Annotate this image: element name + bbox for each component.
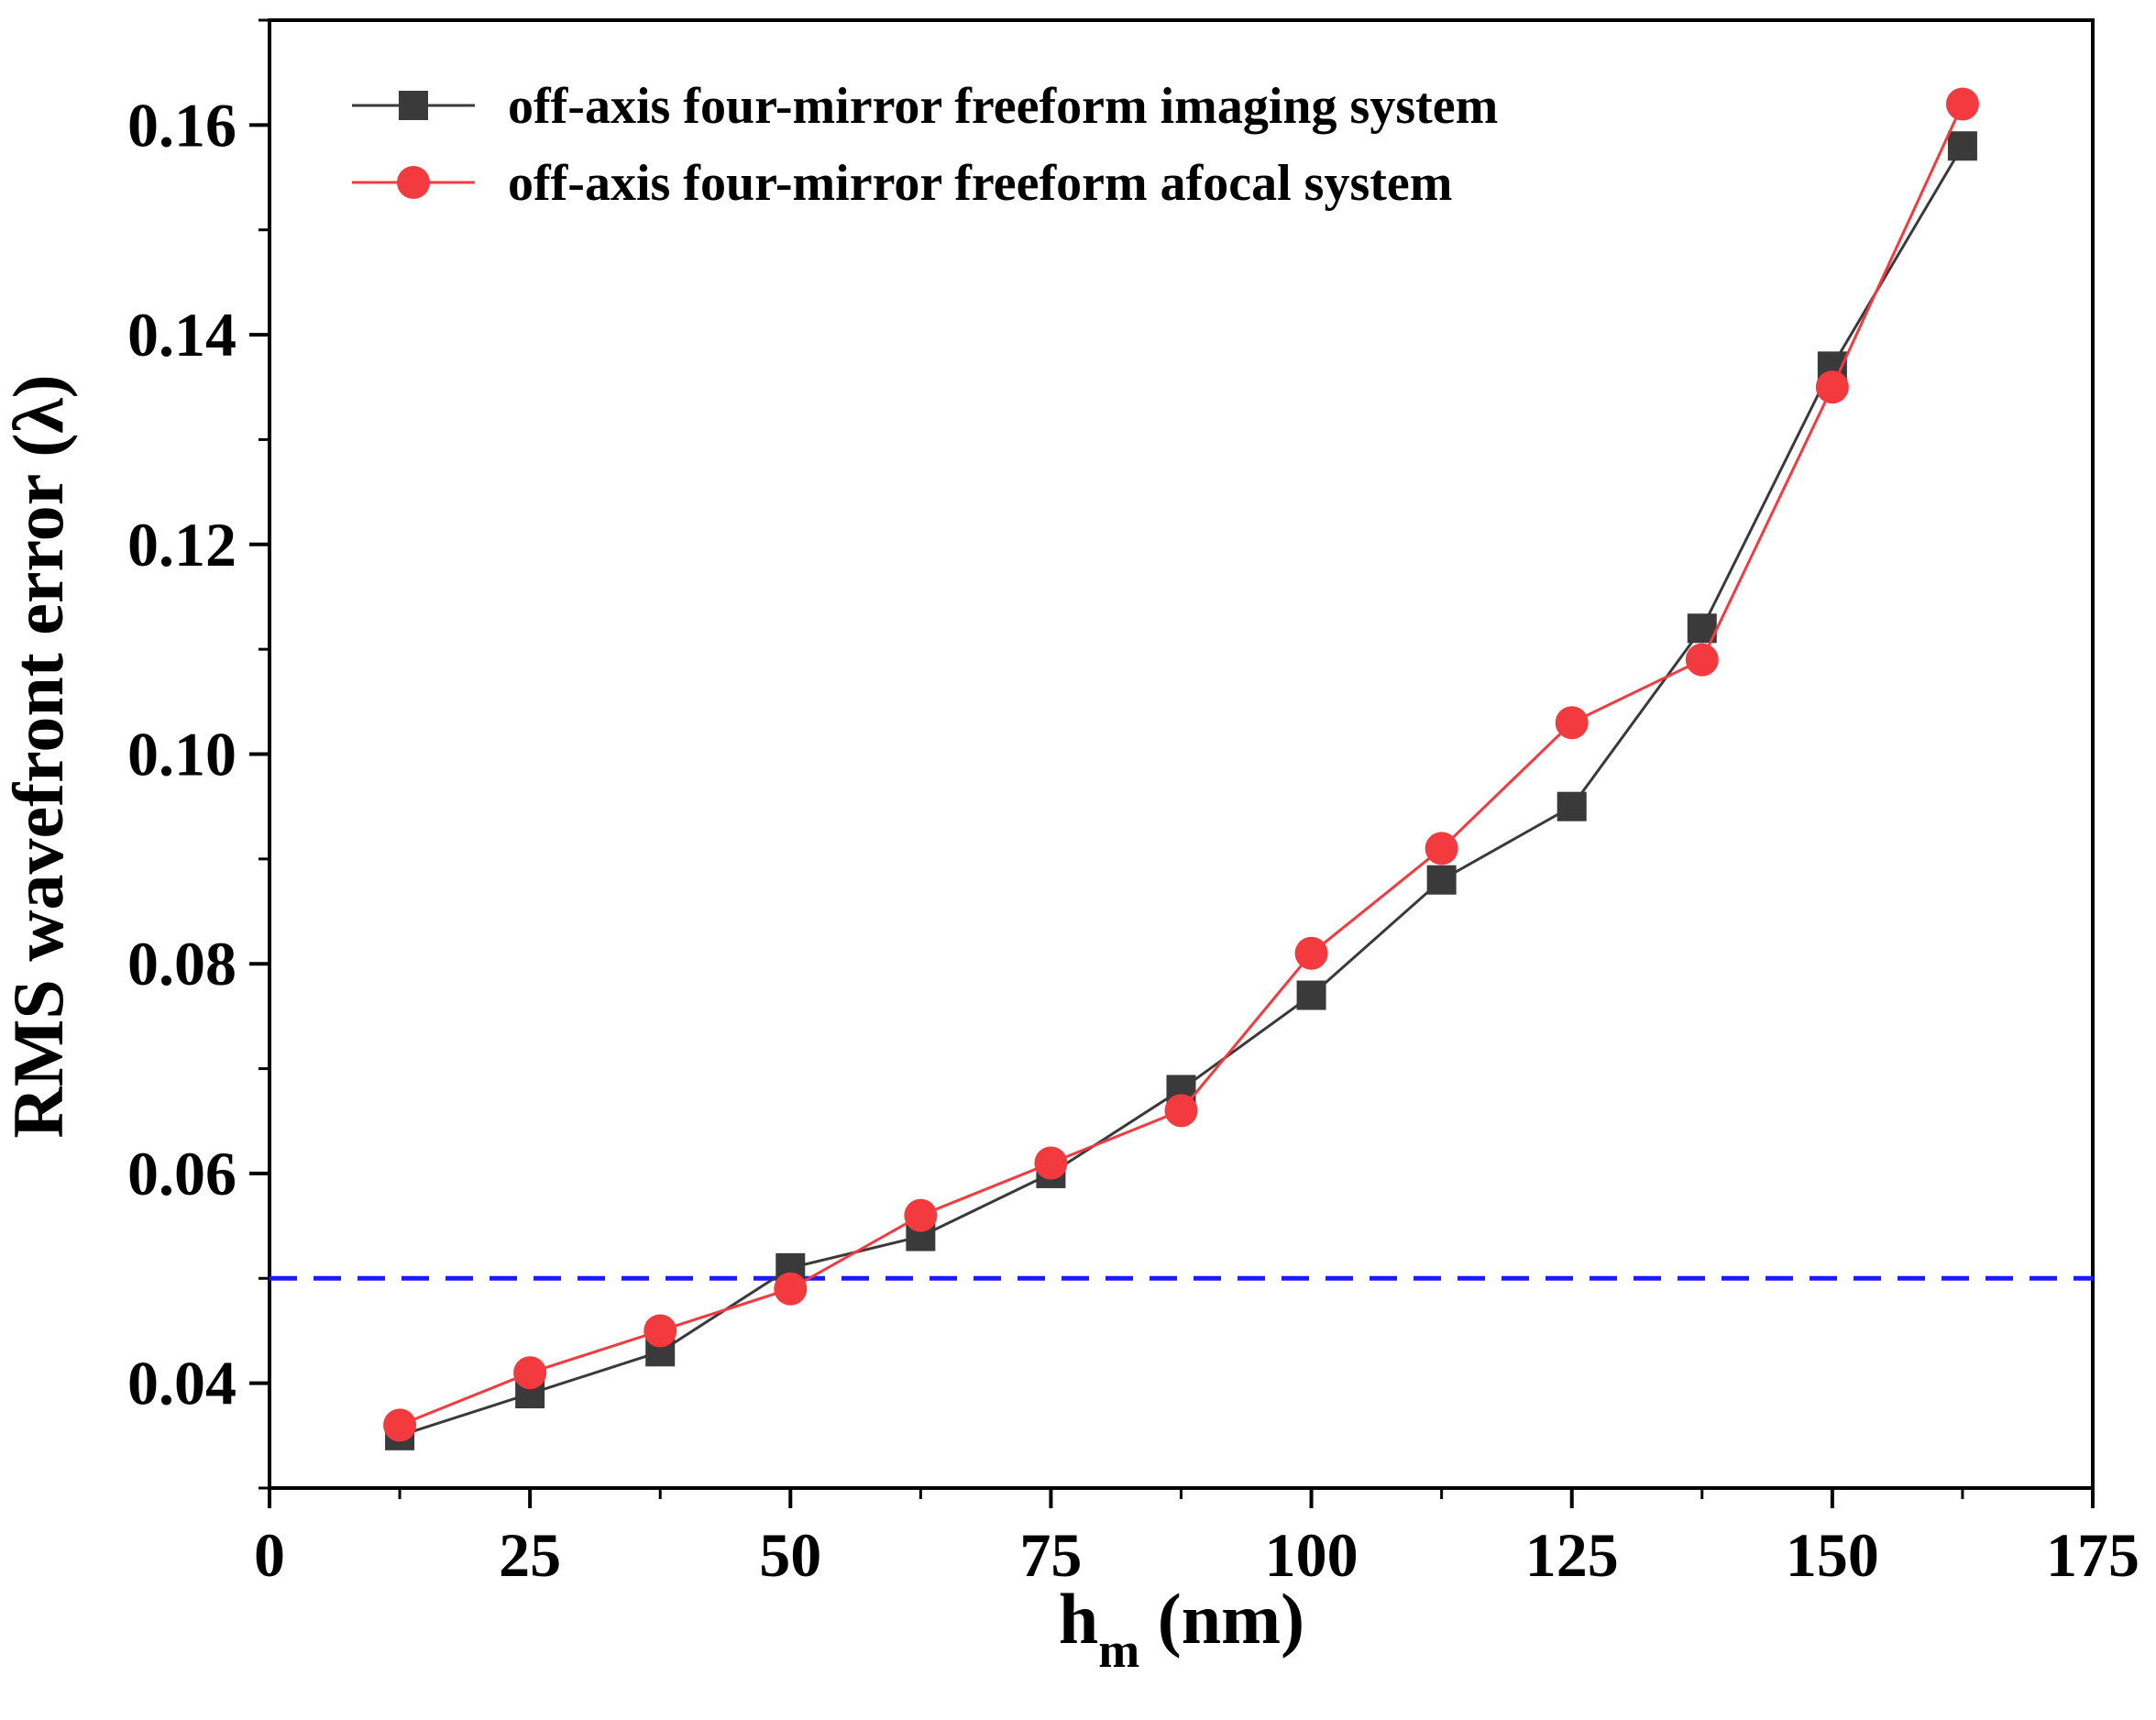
data-point-square [1296,980,1326,1010]
data-point-square [1947,131,1977,161]
y-tick-label: 0.08 [127,929,236,998]
y-tick-label: 0.16 [127,90,236,160]
x-tick-label: 0 [254,1520,285,1590]
data-point-circle [1815,370,1849,404]
legend-label: off-axis four-mirror freeform afocal sys… [508,155,1452,212]
y-tick-label: 0.10 [127,720,236,789]
y-tick-label: 0.04 [127,1349,236,1418]
data-point-square [1556,791,1587,821]
data-point-circle [904,1198,938,1232]
x-axis-title-unit: (nm) [1139,1579,1304,1659]
series-2 [383,87,1979,1442]
data-point-square [1426,865,1457,895]
plot-border [268,18,2095,1490]
y-tick-label: 0.12 [127,510,236,579]
x-tick-label: 175 [2046,1520,2140,1590]
data-point-circle [644,1314,677,1348]
x-axis: 0 25 50 75 100 125 150 175 [254,1488,2140,1590]
y-tick-label: 0.14 [127,300,236,369]
x-tick-label: 50 [759,1520,821,1590]
legend-marker-square [399,91,428,120]
data-point-circle [1945,87,1979,121]
y-axis: 0.04 0.06 0.08 0.10 0.12 0.14 0.16 [127,18,270,1490]
legend-marker-circle [397,166,430,199]
x-tick-label: 125 [1525,1520,1619,1590]
data-point-circle [513,1356,547,1390]
legend: off-axis four-mirror freeform imaging sy… [352,78,1498,212]
y-tick-label: 0.06 [127,1139,236,1208]
series-line [399,145,1964,1438]
series-1 [385,131,1977,1450]
x-tick-label: 75 [1019,1520,1082,1590]
data-point-circle [1685,643,1719,677]
series-layer [383,87,1979,1450]
y-axis-title: RMS wavefront error (λ) [0,374,78,1138]
data-point-circle [774,1272,808,1306]
data-point-circle [1164,1094,1198,1128]
x-tick-label: 150 [1786,1520,1879,1590]
data-point-circle [1034,1146,1068,1180]
x-axis-title-subscript: m [1098,1623,1139,1678]
x-tick-label: 25 [499,1520,561,1590]
data-point-circle [1424,832,1458,866]
x-axis-title: hm (nm) [1059,1579,1304,1678]
plot-frame [268,18,2095,1490]
data-point-circle [1555,706,1589,740]
legend-label: off-axis four-mirror freeform imaging sy… [508,78,1498,135]
data-point-circle [383,1408,417,1442]
x-axis-title-main: h [1059,1579,1098,1659]
x-tick-label: 100 [1265,1520,1358,1590]
series-line [399,103,1964,1427]
data-point-circle [1294,936,1328,970]
